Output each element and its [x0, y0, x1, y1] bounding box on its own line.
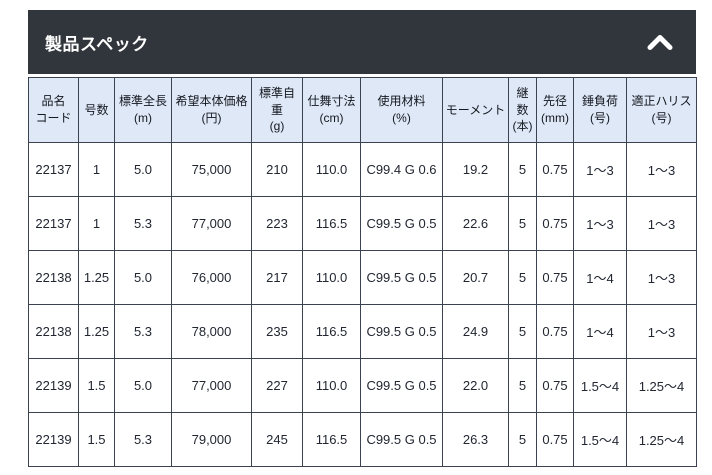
table-row: 22138 1.25 5.0 76,000 217 110.0 C99.5 G …: [28, 250, 697, 305]
cell-price: 75,000: [171, 142, 252, 197]
cell-price: 77,000: [171, 196, 252, 251]
cell-weight: 245: [251, 412, 303, 467]
cell-sinker-load: 1〜3: [573, 142, 627, 197]
chevron-up-icon[interactable]: [645, 34, 675, 51]
col-header-line-size: 号数: [78, 77, 115, 143]
table-row: 22137 1 5.0 75,000 210 110.0 C99.4 G 0.6…: [28, 142, 697, 197]
cell-line-size: 1.25: [78, 304, 115, 359]
cell-leader-size: 1.25〜4: [626, 358, 697, 413]
cell-closed-length: 110.0: [302, 358, 361, 413]
cell-overall-length: 5.0: [114, 142, 172, 197]
cell-weight: 227: [251, 358, 303, 413]
cell-line-size: 1.25: [78, 250, 115, 305]
cell-line-size: 1: [78, 142, 115, 197]
panel-title: 製品スペック: [45, 34, 149, 54]
cell-tip-diameter: 0.75: [536, 250, 574, 305]
cell-materials: C99.5 G 0.5: [360, 196, 443, 251]
cell-leader-size: 1〜3: [626, 196, 697, 251]
cell-line-size: 1.5: [78, 358, 115, 413]
cell-overall-length: 5.0: [114, 250, 172, 305]
cell-weight: 235: [251, 304, 303, 359]
cell-overall-length: 5.0: [114, 358, 172, 413]
cell-product-code: 22138: [28, 250, 79, 305]
cell-product-code: 22139: [28, 358, 79, 413]
cell-tip-diameter: 0.75: [536, 412, 574, 467]
cell-closed-length: 110.0: [302, 250, 361, 305]
cell-moment: 22.0: [442, 358, 509, 413]
cell-sinker-load: 1〜3: [573, 196, 627, 251]
col-header-overall-length: 標準全長 (m): [114, 77, 172, 143]
cell-sections: 5: [508, 142, 537, 197]
cell-product-code: 22139: [28, 412, 79, 467]
cell-overall-length: 5.3: [114, 196, 172, 251]
cell-closed-length: 110.0: [302, 142, 361, 197]
cell-price: 76,000: [171, 250, 252, 305]
col-header-leader-size: 適正ハリス (号): [626, 77, 697, 143]
cell-overall-length: 5.3: [114, 304, 172, 359]
cell-materials: C99.4 G 0.6: [360, 142, 443, 197]
cell-sinker-load: 1〜4: [573, 304, 627, 359]
table-header-row: 品名 コード 号数 標準全長 (m) 希望本体価格 (円) 標準自重 (g) 仕…: [28, 77, 697, 143]
cell-moment: 19.2: [442, 142, 509, 197]
col-header-materials: 使用材料 (%): [360, 77, 443, 143]
cell-leader-size: 1〜3: [626, 250, 697, 305]
cell-product-code: 22138: [28, 304, 79, 359]
cell-leader-size: 1.25〜4: [626, 412, 697, 467]
cell-price: 79,000: [171, 412, 252, 467]
cell-sinker-load: 1.5〜4: [573, 358, 627, 413]
cell-line-size: 1.5: [78, 412, 115, 467]
table-row: 22139 1.5 5.0 77,000 227 110.0 C99.5 G 0…: [28, 358, 697, 413]
cell-leader-size: 1〜3: [626, 304, 697, 359]
cell-sections: 5: [508, 412, 537, 467]
cell-sections: 5: [508, 358, 537, 413]
spec-panel-toggle[interactable]: 製品スペック: [28, 10, 696, 74]
cell-weight: 217: [251, 250, 303, 305]
cell-closed-length: 116.5: [302, 412, 361, 467]
table-row: 22138 1.25 5.3 78,000 235 116.5 C99.5 G …: [28, 304, 697, 359]
col-header-moment: モーメント: [442, 77, 509, 143]
cell-sinker-load: 1.5〜4: [573, 412, 627, 467]
cell-leader-size: 1〜3: [626, 142, 697, 197]
cell-closed-length: 116.5: [302, 196, 361, 251]
col-header-price: 希望本体価格 (円): [171, 77, 252, 143]
cell-materials: C99.5 G 0.5: [360, 250, 443, 305]
table-row: 22139 1.5 5.3 79,000 245 116.5 C99.5 G 0…: [28, 412, 697, 467]
cell-sections: 5: [508, 304, 537, 359]
cell-line-size: 1: [78, 196, 115, 251]
col-header-weight: 標準自重 (g): [251, 77, 303, 143]
cell-overall-length: 5.3: [114, 412, 172, 467]
cell-weight: 210: [251, 142, 303, 197]
cell-weight: 223: [251, 196, 303, 251]
cell-moment: 26.3: [442, 412, 509, 467]
spec-panel: 製品スペック 品名 コード 号数 標準全長 (m) 希望本体価格 (円) 標準自…: [28, 10, 697, 467]
cell-product-code: 22137: [28, 142, 79, 197]
cell-price: 78,000: [171, 304, 252, 359]
cell-moment: 20.7: [442, 250, 509, 305]
col-header-closed-length: 仕舞寸法 (cm): [302, 77, 361, 143]
cell-sinker-load: 1〜4: [573, 250, 627, 305]
cell-moment: 22.6: [442, 196, 509, 251]
cell-materials: C99.5 G 0.5: [360, 304, 443, 359]
col-header-tip-diameter: 先径 (mm): [536, 77, 574, 143]
cell-materials: C99.5 G 0.5: [360, 358, 443, 413]
col-header-sections: 継数 (本): [508, 77, 537, 143]
cell-tip-diameter: 0.75: [536, 304, 574, 359]
col-header-sinker-load: 錘負荷 (号): [573, 77, 627, 143]
cell-tip-diameter: 0.75: [536, 142, 574, 197]
cell-tip-diameter: 0.75: [536, 196, 574, 251]
table-row: 22137 1 5.3 77,000 223 116.5 C99.5 G 0.5…: [28, 196, 697, 251]
cell-price: 77,000: [171, 358, 252, 413]
spec-table: 品名 コード 号数 標準全長 (m) 希望本体価格 (円) 標準自重 (g) 仕…: [28, 77, 697, 467]
cell-closed-length: 116.5: [302, 304, 361, 359]
cell-moment: 24.9: [442, 304, 509, 359]
cell-materials: C99.5 G 0.5: [360, 412, 443, 467]
cell-tip-diameter: 0.75: [536, 358, 574, 413]
col-header-product-code: 品名 コード: [28, 77, 79, 143]
cell-product-code: 22137: [28, 196, 79, 251]
cell-sections: 5: [508, 250, 537, 305]
cell-sections: 5: [508, 196, 537, 251]
